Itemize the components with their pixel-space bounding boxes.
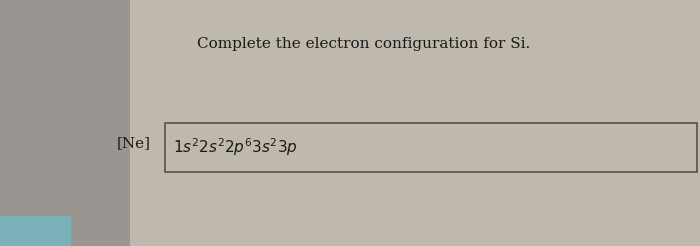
Text: Complete the electron configuration for Si.: Complete the electron configuration for …: [197, 37, 531, 51]
Bar: [164, 123, 696, 172]
Text: [Ne]: [Ne]: [116, 136, 150, 150]
Bar: [0, 216, 71, 246]
Bar: [0, 0, 130, 246]
Text: $1s^{2}2s^{2}2p^{6}3s^{2}3p$: $1s^{2}2s^{2}2p^{6}3s^{2}3p$: [173, 137, 298, 158]
